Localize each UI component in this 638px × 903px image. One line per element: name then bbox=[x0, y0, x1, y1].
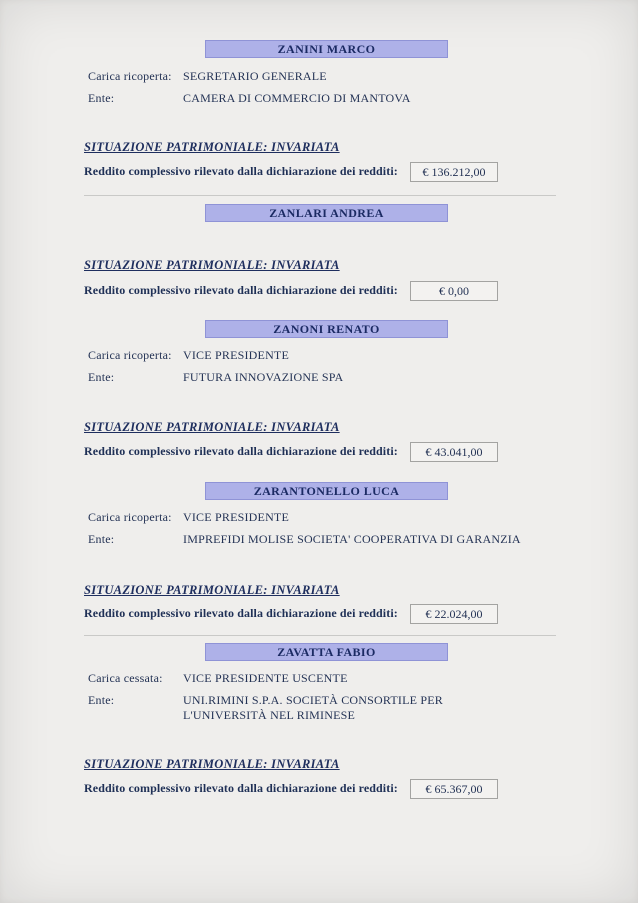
carica-label: Carica ricoperta: bbox=[88, 69, 172, 83]
entry-name-banner: ZANLARI ANDREA bbox=[205, 204, 448, 222]
reddito-label: Reddito complessivo rilevato dalla dichi… bbox=[84, 283, 398, 297]
reddito-value-box: € 22.024,00 bbox=[410, 604, 498, 624]
reddito-label: Reddito complessivo rilevato dalla dichi… bbox=[84, 781, 398, 795]
carica-label: Carica ricoperta: bbox=[88, 510, 172, 524]
entry-name-banner: ZANONI RENATO bbox=[205, 320, 448, 338]
carica-value: VICE PRESIDENTE bbox=[183, 348, 289, 362]
ente-label: Ente: bbox=[88, 370, 115, 384]
situazione-patrimoniale-heading: SITUAZIONE PATRIMONIALE: INVARIATA bbox=[84, 258, 340, 272]
carica-value: VICE PRESIDENTE bbox=[183, 510, 289, 524]
reddito-value-box: € 65.367,00 bbox=[410, 779, 498, 799]
ente-label: Ente: bbox=[88, 532, 115, 546]
entry-name-banner: ZANINI MARCO bbox=[205, 40, 448, 58]
reddito-value-box: € 43.041,00 bbox=[410, 442, 498, 462]
ente-value: IMPREFIDI MOLISE SOCIETA' COOPERATIVA DI… bbox=[183, 532, 521, 546]
situazione-patrimoniale-heading: SITUAZIONE PATRIMONIALE: INVARIATA bbox=[84, 583, 340, 597]
reddito-value-box: € 0,00 bbox=[410, 281, 498, 301]
entry-name-banner: ZAVATTA FABIO bbox=[205, 643, 448, 661]
ente-label: Ente: bbox=[88, 91, 115, 105]
carica-label: Carica ricoperta: bbox=[88, 348, 172, 362]
situazione-patrimoniale-heading: SITUAZIONE PATRIMONIALE: INVARIATA bbox=[84, 140, 340, 154]
reddito-label: Reddito complessivo rilevato dalla dichi… bbox=[84, 606, 398, 620]
carica-label: Carica cessata: bbox=[88, 671, 163, 685]
carica-value: SEGRETARIO GENERALE bbox=[183, 69, 327, 83]
situazione-patrimoniale-heading: SITUAZIONE PATRIMONIALE: INVARIATA bbox=[84, 757, 340, 771]
reddito-label: Reddito complessivo rilevato dalla dichi… bbox=[84, 444, 398, 458]
reddito-label: Reddito complessivo rilevato dalla dichi… bbox=[84, 164, 398, 178]
page-separator bbox=[84, 635, 556, 636]
entry-name-banner: ZARANTONELLO LUCA bbox=[205, 482, 448, 500]
carica-value: VICE PRESIDENTE USCENTE bbox=[183, 671, 348, 685]
page-separator bbox=[84, 195, 556, 196]
ente-label: Ente: bbox=[88, 693, 115, 707]
reddito-value-box: € 136.212,00 bbox=[410, 162, 498, 182]
ente-value: CAMERA DI COMMERCIO DI MANTOVA bbox=[183, 91, 411, 105]
ente-value: FUTURA INNOVAZIONE SPA bbox=[183, 370, 344, 384]
ente-value: UNI.RIMINI S.P.A. SOCIETÀ CONSORTILE PER… bbox=[183, 693, 443, 722]
situazione-patrimoniale-heading: SITUAZIONE PATRIMONIALE: INVARIATA bbox=[84, 420, 340, 434]
